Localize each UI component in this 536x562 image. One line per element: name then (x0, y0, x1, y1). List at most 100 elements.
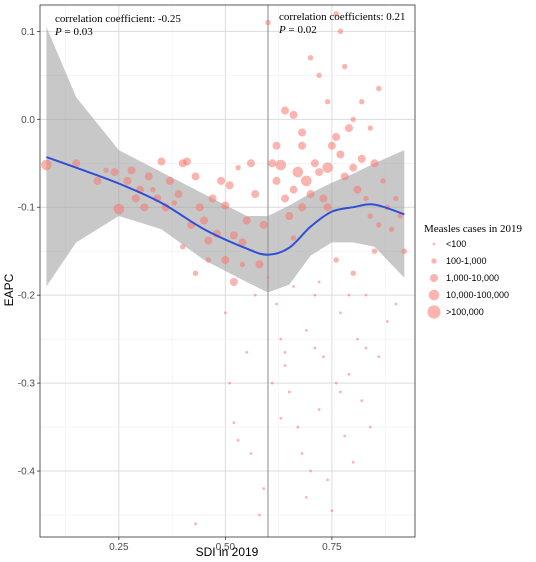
data-point (344, 124, 353, 133)
data-point (336, 150, 345, 159)
data-point (353, 185, 362, 194)
data-point (283, 364, 287, 367)
data-point (165, 176, 174, 185)
data-point (239, 261, 246, 268)
legend-label: 1,000-10,000 (446, 273, 499, 283)
annotation-left-p: P = 0.03 (54, 26, 93, 38)
data-point (283, 350, 287, 354)
data-point (223, 311, 227, 315)
data-point (144, 172, 153, 181)
data-point (221, 201, 230, 210)
data-point (287, 390, 291, 394)
data-point (298, 141, 307, 150)
legend-label: 100-1,000 (446, 256, 487, 266)
data-point (317, 280, 321, 284)
data-point (171, 200, 177, 206)
data-point (326, 478, 330, 482)
data-point (313, 346, 317, 350)
data-point (380, 178, 386, 184)
plot-panel-border (39, 4, 416, 538)
data-point (307, 55, 314, 61)
legend-label: 10,000-100,000 (446, 290, 509, 300)
data-point (333, 11, 339, 17)
data-point (343, 434, 347, 438)
data-point (394, 302, 398, 306)
data-point (347, 293, 351, 297)
data-point (103, 167, 109, 174)
data-point (350, 270, 356, 276)
data-point (401, 248, 408, 254)
data-point (360, 399, 364, 403)
data-point (316, 72, 322, 79)
data-point (357, 154, 366, 163)
data-point (334, 381, 338, 385)
data-point (298, 128, 307, 137)
data-point (397, 213, 403, 219)
data-point (255, 260, 264, 269)
data-point (327, 141, 336, 150)
data-point (229, 231, 238, 240)
data-point (174, 190, 183, 199)
data-point (229, 277, 238, 286)
data-point (246, 159, 255, 168)
data-point (356, 337, 359, 341)
x-tick-label: 0.25 (109, 542, 129, 553)
data-point (183, 157, 192, 166)
data-point (317, 408, 321, 411)
data-point (377, 355, 381, 359)
data-point (330, 509, 334, 513)
legend-size-symbol (430, 274, 438, 282)
data-point (242, 216, 251, 225)
data-point (315, 168, 324, 177)
data-point (364, 293, 368, 297)
y-tick-label: 0.0 (21, 115, 35, 126)
y-tick-label: -0.2 (18, 291, 36, 302)
data-point (180, 244, 186, 250)
data-point (270, 381, 274, 385)
data-point (249, 452, 253, 455)
y-axis-title: EAPC (2, 273, 16, 306)
data-point (301, 175, 312, 187)
data-point (272, 176, 281, 185)
data-point (123, 176, 132, 185)
x-tick-label: 0.50 (216, 542, 236, 553)
data-point (259, 220, 268, 229)
data-point (321, 355, 325, 359)
data-point (238, 238, 247, 247)
data-point (393, 195, 399, 202)
data-point (110, 168, 119, 177)
data-point (300, 452, 304, 455)
data-point (324, 99, 331, 105)
data-point (363, 195, 369, 202)
data-point (298, 203, 307, 212)
data-point (245, 350, 249, 354)
annotation-right-line1: correlation coefficients: 0.21 (279, 11, 406, 23)
legend-size-symbol (432, 242, 436, 246)
data-point (350, 116, 356, 123)
data-point (72, 159, 81, 168)
data-point (333, 257, 339, 263)
data-point (131, 194, 140, 203)
legend-entries: <100 100-1,000 1,000-10,000 10,000-100,000 >… (427, 239, 509, 319)
legend-size-symbol (428, 289, 440, 301)
data-point (349, 163, 358, 172)
legend-label: <100 (446, 239, 466, 249)
data-point (251, 190, 260, 199)
y-tick-label: 0.1 (21, 27, 35, 38)
data-point (347, 372, 351, 376)
data-point (306, 190, 315, 199)
data-point (323, 203, 332, 212)
y-axis-ticks: 0.1 0.0 -0.1 -0.2 -0.3 -0.4 (18, 27, 40, 478)
data-point (225, 181, 234, 190)
data-point (341, 63, 348, 70)
data-point (268, 159, 277, 168)
y-tick-label: -0.3 (18, 379, 36, 390)
data-point (195, 203, 204, 212)
data-point (376, 85, 382, 92)
data-point (232, 421, 236, 425)
data-point (339, 390, 342, 394)
data-point (150, 186, 156, 193)
data-point (194, 522, 197, 526)
data-point (217, 176, 226, 185)
